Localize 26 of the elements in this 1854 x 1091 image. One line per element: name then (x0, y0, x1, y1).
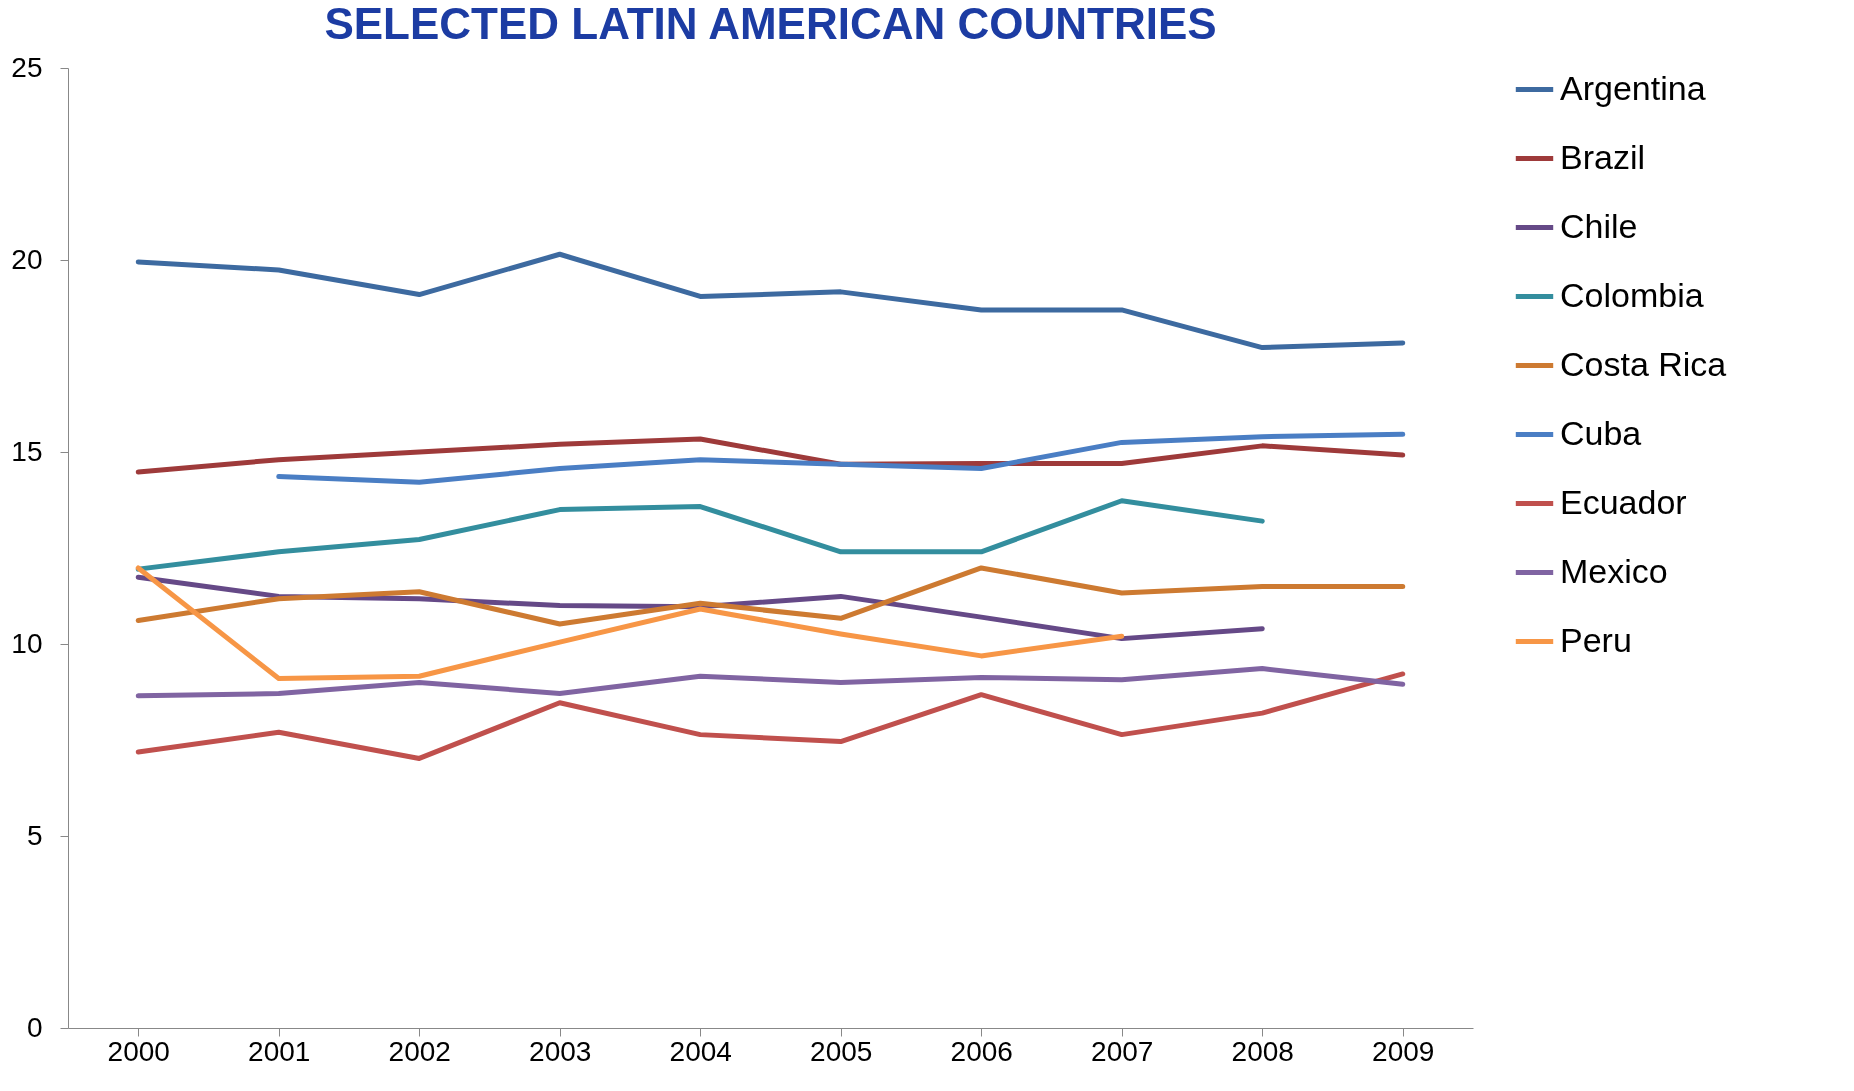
x-tick-label: 2004 (669, 1035, 732, 1067)
y-tick-label: 5 (26, 819, 43, 851)
legend-label: Costa Rica (1560, 344, 1727, 383)
legend-label: Brazil (1560, 137, 1646, 176)
y-tick-label: 25 (11, 51, 43, 83)
legend-label: Ecuador (1560, 482, 1687, 521)
x-tick-label: 2005 (810, 1035, 873, 1067)
x-tick-label: 2006 (950, 1035, 1013, 1067)
y-tick-label: 0 (26, 1011, 43, 1043)
legend-label: Cuba (1560, 413, 1642, 452)
legend-label: Colombia (1560, 275, 1704, 314)
y-tick-label: 15 (11, 435, 43, 467)
y-tick-label: 10 (11, 627, 43, 659)
legend-label: Chile (1560, 206, 1638, 245)
legend-label: Mexico (1560, 551, 1668, 590)
x-tick-label: 2002 (388, 1035, 451, 1067)
x-tick-label: 2001 (248, 1035, 311, 1067)
x-tick-label: 2000 (107, 1035, 170, 1067)
legend-label: Argentina (1560, 68, 1706, 107)
x-tick-label: 2003 (529, 1035, 592, 1067)
x-tick-label: 2008 (1231, 1035, 1294, 1067)
x-tick-label: 2009 (1372, 1035, 1435, 1067)
chart-title: SELECTED LATIN AMERICAN COUNTRIES (324, 0, 1217, 48)
y-tick-label: 20 (11, 243, 43, 275)
x-tick-label: 2007 (1091, 1035, 1154, 1067)
legend-label: Peru (1560, 620, 1632, 659)
